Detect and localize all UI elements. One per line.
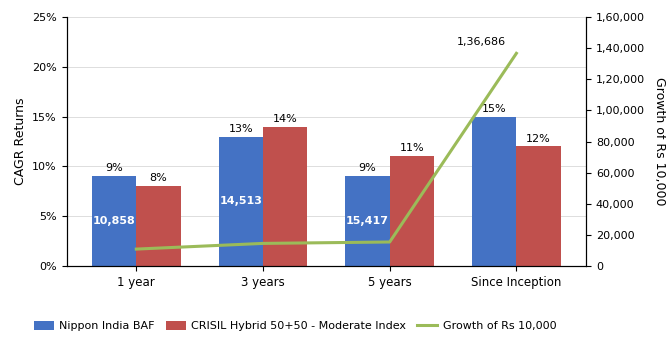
Bar — [137, 186, 180, 266]
Y-axis label: Growth of Rs 10,000: Growth of Rs 10,000 — [653, 77, 666, 206]
Text: 15,417: 15,417 — [346, 216, 389, 226]
Text: 1,36,686: 1,36,686 — [456, 37, 505, 47]
Text: 12%: 12% — [526, 134, 551, 144]
Text: 14%: 14% — [273, 114, 298, 123]
Bar — [390, 157, 434, 266]
Y-axis label: CAGR Returns: CAGR Returns — [13, 98, 27, 185]
Text: 8%: 8% — [150, 173, 167, 183]
Bar — [472, 117, 516, 266]
Bar — [218, 136, 263, 266]
Text: 9%: 9% — [105, 163, 123, 173]
Text: 9%: 9% — [359, 163, 376, 173]
Bar — [346, 176, 390, 266]
Legend: Nippon India BAF, CRISIL Hybrid 50+50 - Moderate Index, Growth of Rs 10,000: Nippon India BAF, CRISIL Hybrid 50+50 - … — [29, 316, 561, 336]
Text: 11%: 11% — [400, 144, 424, 153]
Bar — [263, 127, 307, 266]
Text: 13%: 13% — [228, 123, 253, 134]
Text: 10,858: 10,858 — [93, 216, 135, 226]
Text: 14,513: 14,513 — [219, 196, 262, 206]
Bar — [516, 147, 561, 266]
Bar — [92, 176, 137, 266]
Text: 15%: 15% — [482, 104, 507, 114]
